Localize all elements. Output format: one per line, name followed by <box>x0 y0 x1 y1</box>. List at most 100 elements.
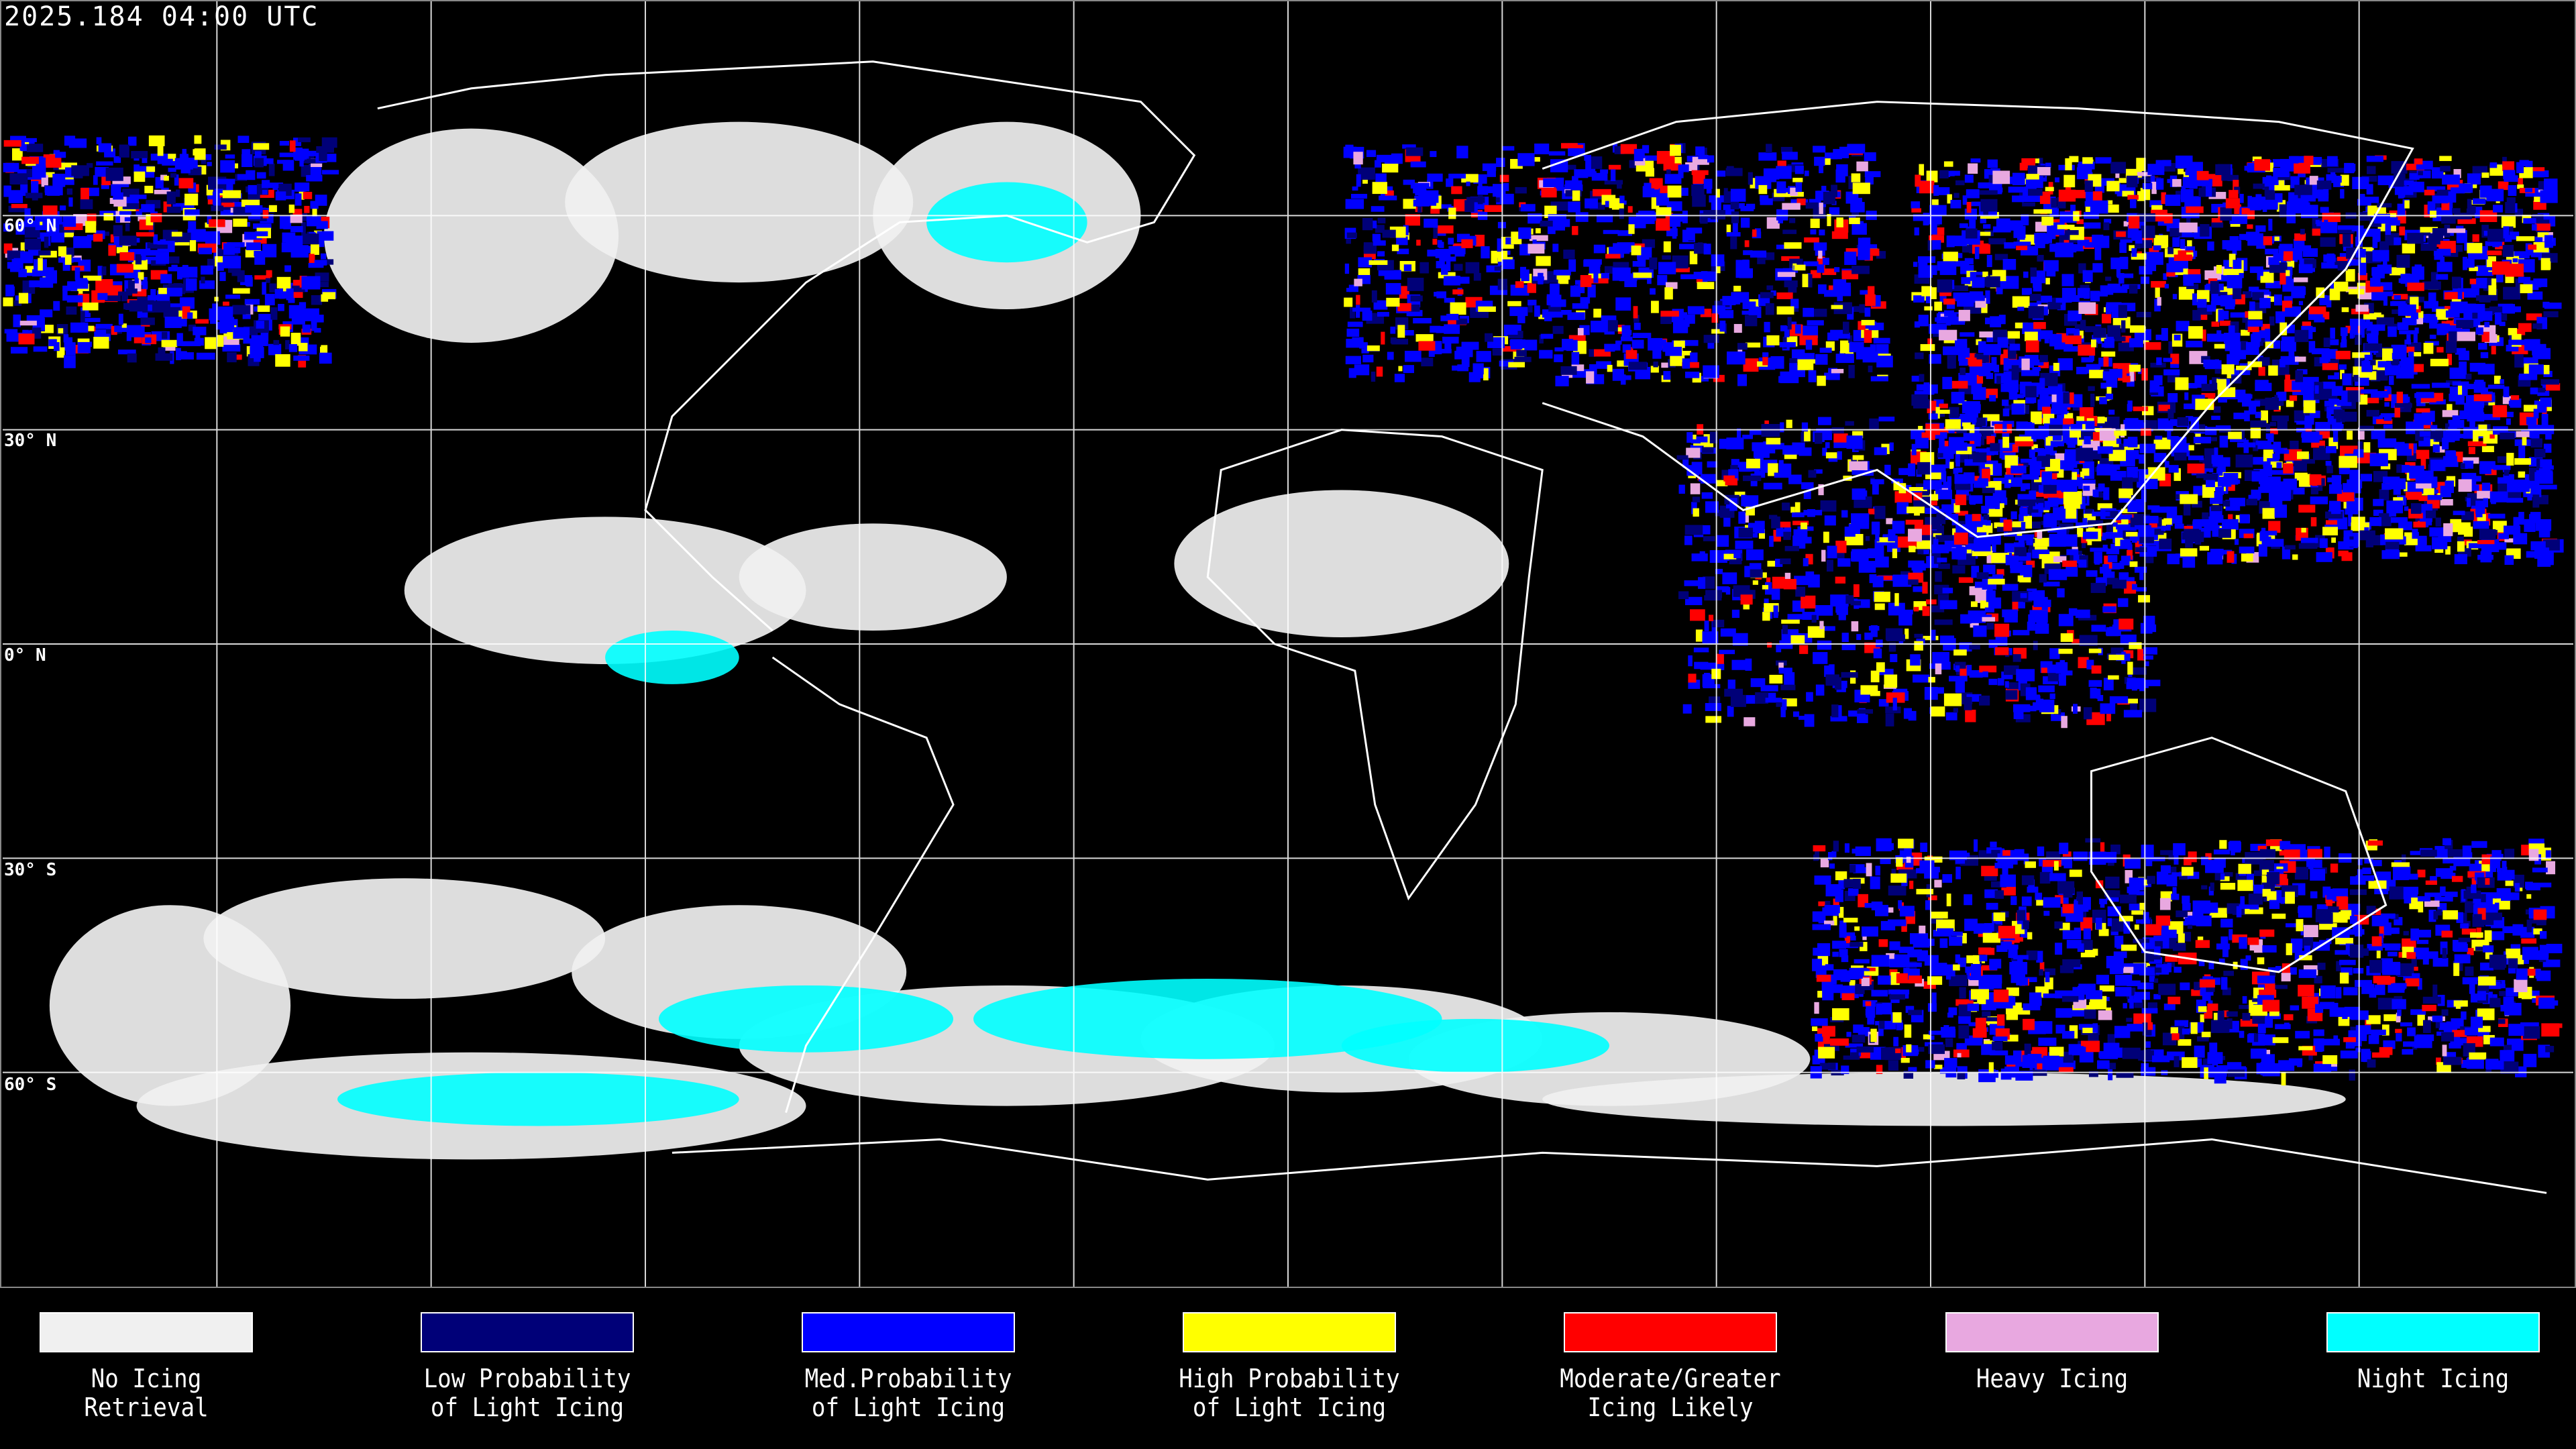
icing-pixel <box>2222 202 2229 211</box>
icing-pixel <box>1421 358 1434 367</box>
icing-pixel <box>2503 386 2510 398</box>
icing-pixel <box>2169 228 2182 237</box>
icing-pixel <box>2364 354 2373 361</box>
icing-pixel <box>2316 180 2332 190</box>
icing-pixel <box>1726 437 1744 449</box>
icing-pixel <box>1750 569 1763 578</box>
icing-pixel <box>1935 489 1953 500</box>
icing-pixel <box>2002 399 2009 407</box>
cloud-region <box>404 517 806 664</box>
icing-pixel <box>2004 483 2011 488</box>
icing-pixel <box>2118 305 2127 318</box>
icing-pixel <box>1964 258 1974 265</box>
icing-pixel <box>1373 300 1388 310</box>
icing-pixel <box>2271 415 2289 421</box>
icing-pixel <box>1656 207 1672 216</box>
icing-pixel <box>2092 432 2100 441</box>
icing-pixel <box>1399 286 1409 299</box>
icing-pixel <box>2082 461 2094 469</box>
icing-pixel <box>1869 418 1879 430</box>
icing-pixel <box>2186 206 2204 213</box>
icing-pixel <box>1763 482 1782 490</box>
icing-pixel <box>2480 352 2489 358</box>
icing-pixel <box>2168 465 2179 473</box>
icing-pixel <box>1693 376 1709 382</box>
icing-pixel <box>2026 174 2039 180</box>
icing-pixel <box>1849 306 1860 312</box>
icing-pixel <box>1807 508 1815 517</box>
icing-pixel <box>253 335 262 342</box>
icing-pixel <box>1703 536 1715 541</box>
icing-pixel <box>2206 480 2215 488</box>
icing-pixel <box>2021 474 2039 480</box>
icing-pixel <box>1915 437 1929 449</box>
icing-pixel <box>1678 164 1684 178</box>
icing-map <box>0 0 2576 1288</box>
icing-pixel <box>214 144 227 150</box>
icing-pixel <box>2514 209 2524 217</box>
icing-pixel <box>2442 437 2449 450</box>
icing-pixel <box>1554 347 1564 352</box>
icing-pixel <box>2221 549 2233 555</box>
icing-pixel <box>1769 674 1783 684</box>
icing-pixel <box>134 278 139 284</box>
icing-pixel <box>1960 332 1975 337</box>
icing-pixel <box>2371 292 2387 301</box>
icing-pixel <box>1932 227 1945 235</box>
icing-pixel <box>1631 245 1642 256</box>
icing-pixel <box>2017 499 2036 506</box>
icing-pixel <box>2519 373 2538 380</box>
icing-pixel <box>2239 514 2250 524</box>
icing-pixel <box>2045 437 2051 446</box>
icing-pixel <box>2298 474 2311 487</box>
icing-pixel <box>1520 204 1536 212</box>
icing-pixel <box>2035 546 2048 551</box>
icing-pixel <box>2244 410 2250 422</box>
icing-pixel <box>9 173 28 185</box>
icing-pixel <box>1837 558 1851 567</box>
icing-pixel <box>1727 680 1735 690</box>
icing-pixel <box>1943 252 1958 262</box>
icing-pixel <box>1433 226 1438 239</box>
icing-pixel <box>125 223 130 231</box>
icing-pixel <box>2469 266 2478 272</box>
icing-pixel <box>2534 547 2550 559</box>
icing-pixel <box>214 189 223 193</box>
icing-pixel <box>1377 251 1385 257</box>
icing-pixel <box>2243 533 2253 539</box>
icing-pixel <box>1684 535 1693 545</box>
icing-pixel <box>1874 592 1890 602</box>
icing-pixel <box>1789 363 1798 374</box>
icing-pixel <box>2545 383 2561 391</box>
icing-pixel <box>1858 247 1870 260</box>
icing-pixel <box>2183 504 2191 516</box>
icing-pixel <box>1944 310 1954 317</box>
icing-pixel <box>1448 173 1466 179</box>
icing-pixel <box>2416 449 2430 460</box>
icing-pixel <box>1979 331 1993 338</box>
icing-pixel <box>1913 606 1919 612</box>
icing-pixel <box>2226 274 2243 288</box>
icing-pixel <box>2447 228 2466 233</box>
icing-pixel <box>1970 499 1976 505</box>
icing-pixel <box>1953 649 1967 656</box>
icing-pixel <box>1399 330 1414 336</box>
icing-pixel <box>2402 317 2417 325</box>
icing-pixel <box>2023 271 2029 278</box>
icing-pixel <box>1633 323 1641 330</box>
icing-pixel <box>1543 178 1560 187</box>
icing-pixel <box>2254 159 2271 171</box>
icing-pixel <box>1346 328 1360 337</box>
icing-pixel <box>2137 420 2148 425</box>
icing-pixel <box>2321 262 2340 269</box>
icing-pixel <box>1928 677 1935 683</box>
icing-pixel <box>2164 461 2169 468</box>
icing-pixel <box>2230 312 2247 318</box>
icing-pixel <box>2301 527 2306 533</box>
icing-pixel <box>1689 309 1701 315</box>
icing-pixel <box>1850 202 1865 213</box>
icing-pixel <box>2059 435 2074 443</box>
icing-pixel <box>2381 550 2400 559</box>
icing-pixel <box>1719 320 1726 332</box>
icing-pixel <box>2004 681 2009 688</box>
